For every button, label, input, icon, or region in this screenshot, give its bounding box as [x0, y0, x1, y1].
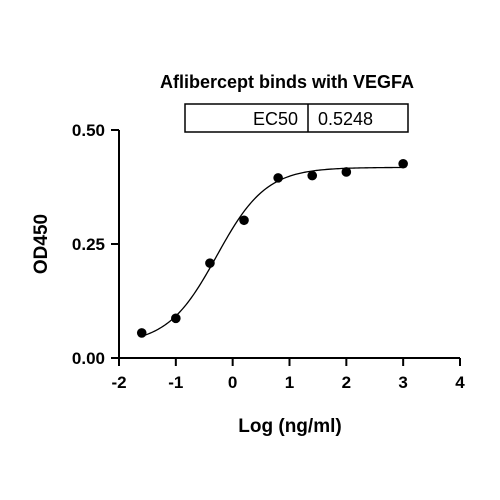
- ec50-label: EC50: [253, 109, 298, 129]
- data-point: [341, 167, 352, 177]
- ec50-value: 0.5248: [318, 109, 373, 129]
- x-tick-label: 4: [455, 373, 465, 392]
- y-tick-label: 0.25: [72, 235, 105, 254]
- y-tick-label: 0.00: [72, 349, 105, 368]
- fit-curve: [141, 166, 404, 337]
- data-point: [136, 328, 147, 338]
- data-point: [307, 170, 318, 181]
- y-tick-label: 0.50: [72, 121, 105, 140]
- x-tick-label: -1: [168, 373, 183, 392]
- y-axis-label: OD450: [31, 214, 52, 274]
- x-tick-label: 3: [398, 373, 407, 392]
- x-tick-label: 1: [285, 373, 294, 392]
- ec50-table-border: [184, 103, 409, 133]
- data-points: [136, 158, 408, 338]
- x-tick-label: 2: [342, 373, 351, 392]
- chart-title: Aflibercept binds with VEGFA: [160, 72, 414, 92]
- data-point: [239, 215, 249, 226]
- x-tick-label: 0: [228, 373, 237, 392]
- axes: [118, 130, 460, 359]
- data-point: [171, 313, 181, 324]
- ec50-table: EC50 0.5248: [184, 103, 409, 133]
- x-ticks: -2 -1 0 1 2 3 4: [111, 358, 465, 392]
- data-point: [205, 258, 215, 268]
- x-tick-label: -2: [111, 373, 126, 392]
- x-axis-label: Log (ng/ml): [238, 416, 341, 437]
- y-ticks: 0.00 0.25 0.50: [72, 121, 119, 368]
- data-point: [398, 158, 408, 169]
- data-point: [273, 173, 283, 183]
